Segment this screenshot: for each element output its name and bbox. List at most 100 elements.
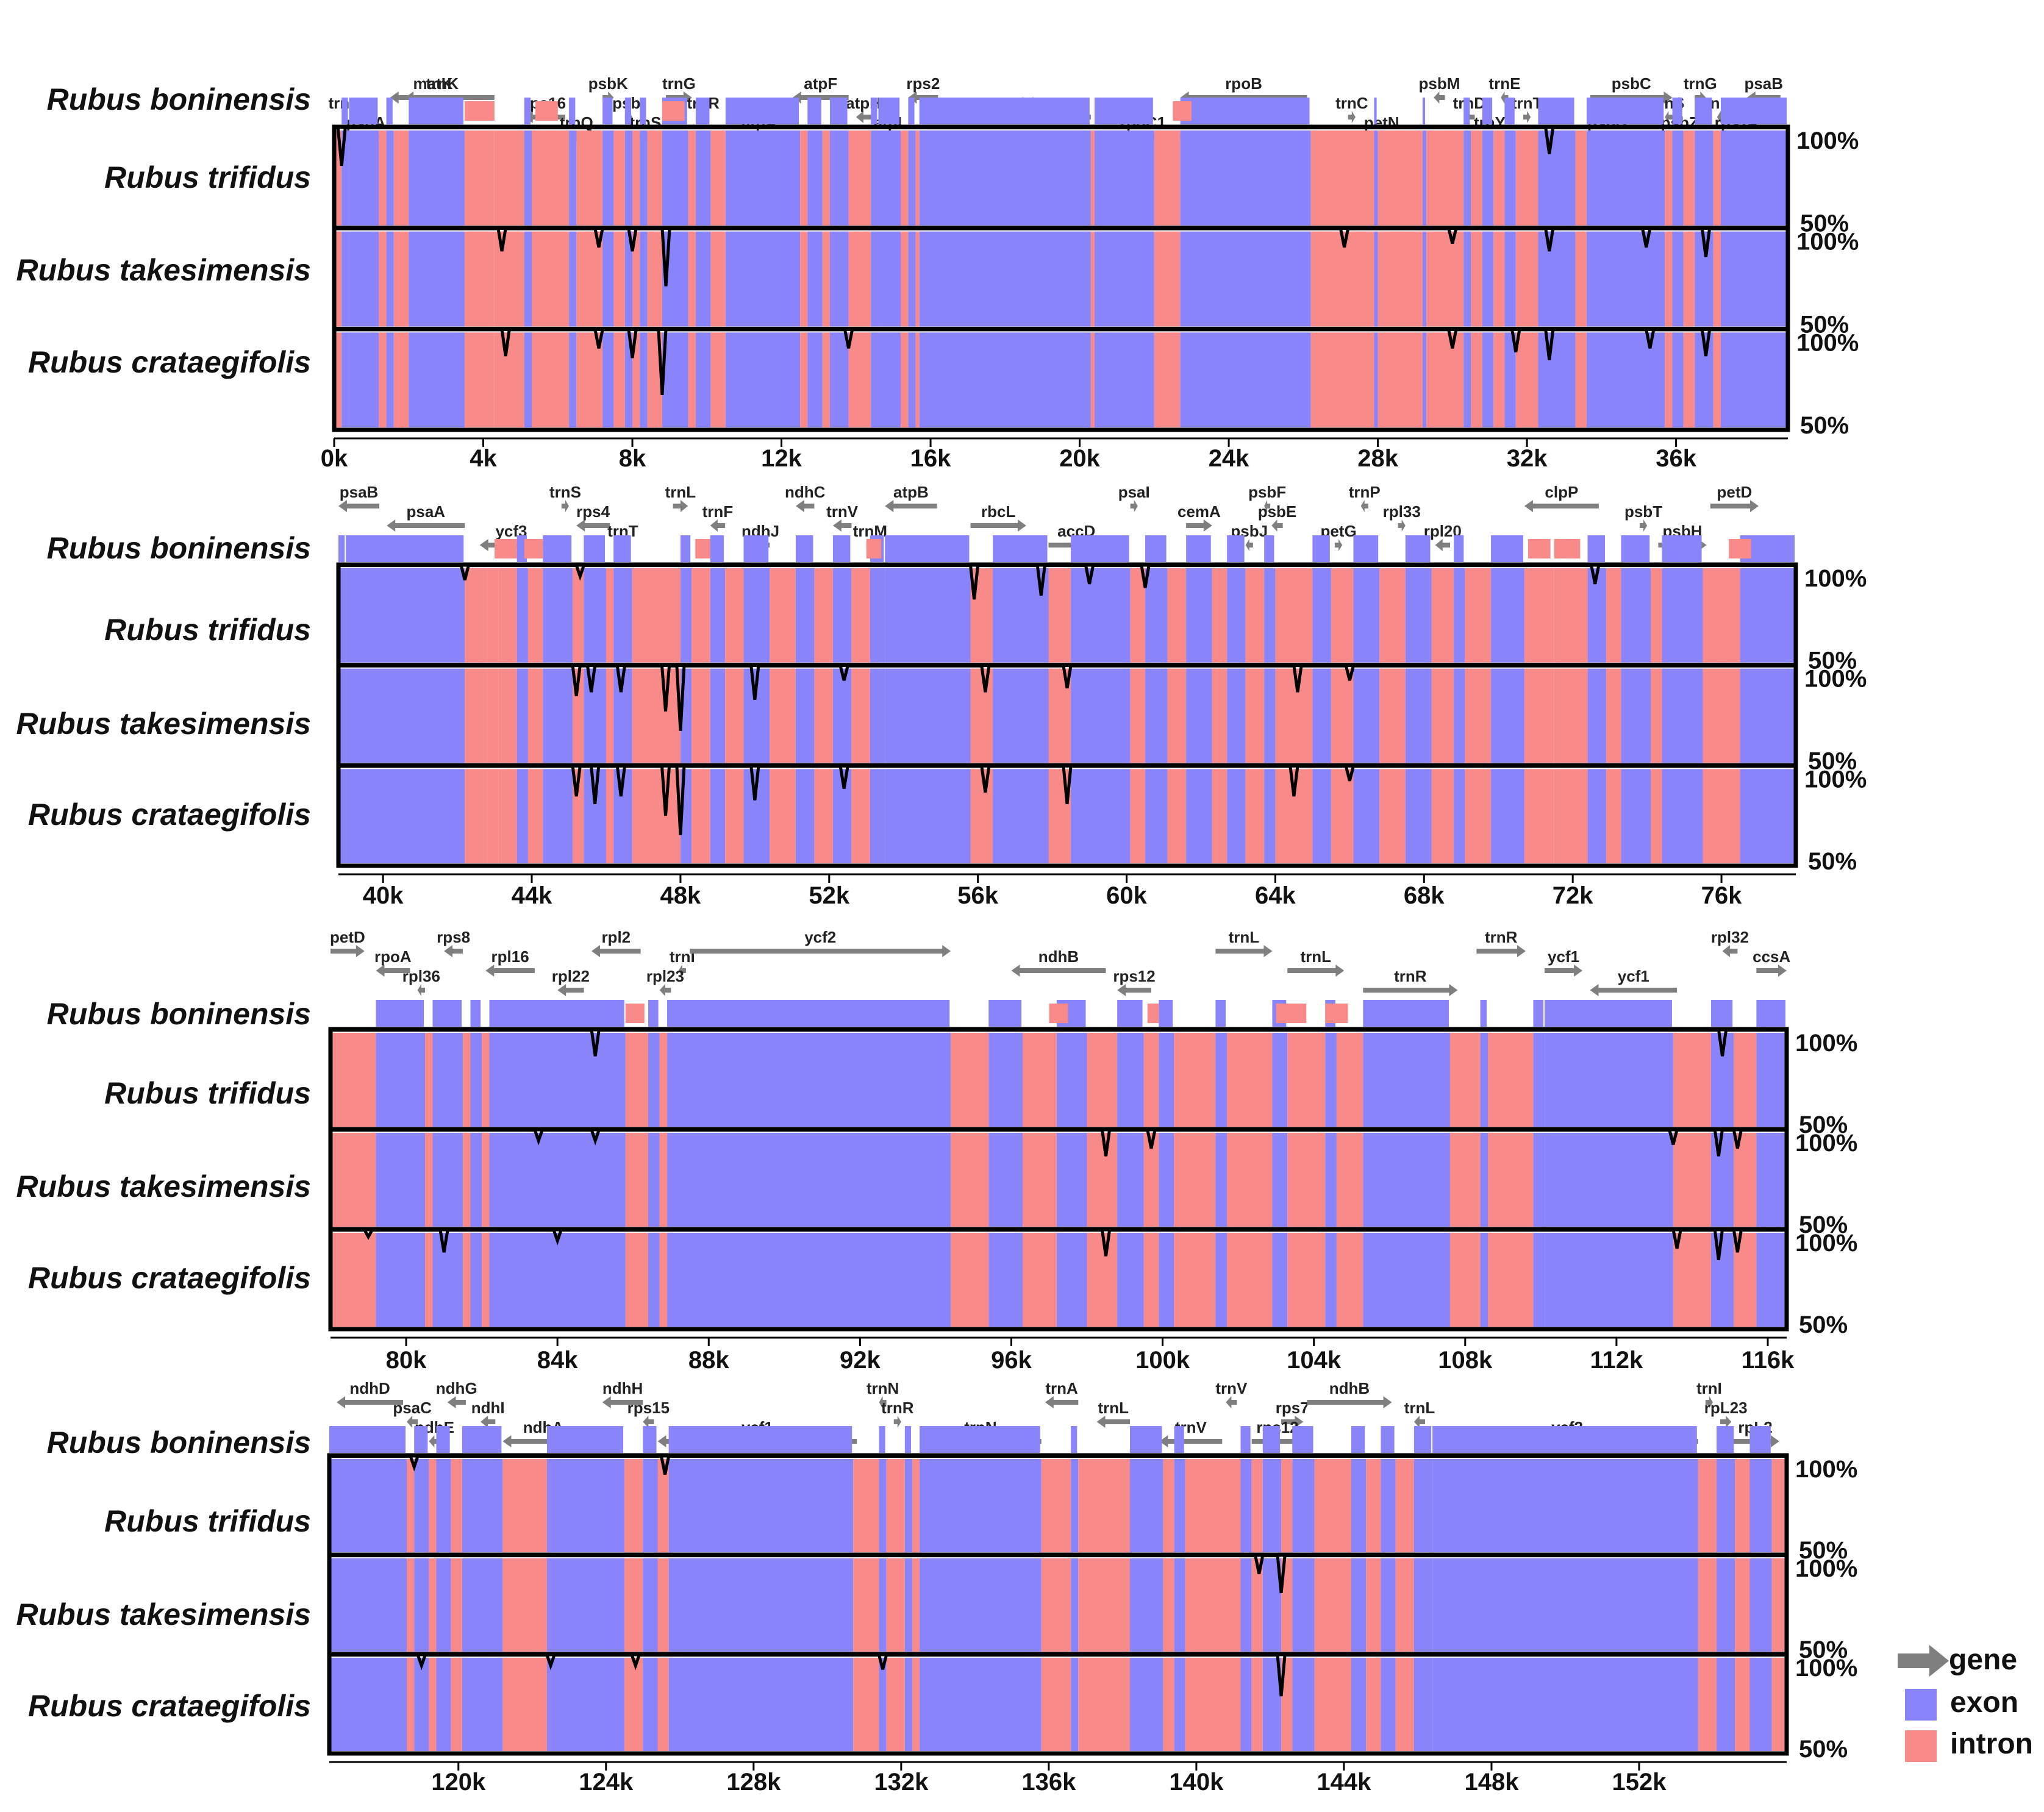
intron-block (1310, 332, 1374, 427)
intron-block (1395, 1658, 1414, 1751)
exon-block (1071, 1459, 1079, 1552)
gene-label: trnI (1696, 1379, 1722, 1397)
identity-curve (334, 227, 1788, 287)
exon-block (1586, 130, 1665, 226)
intron-block (1713, 231, 1721, 327)
annotation-exon (710, 535, 724, 562)
intron-block (1090, 130, 1095, 226)
intron-block (1487, 1033, 1534, 1127)
exon-block (624, 332, 633, 427)
intron-block (1048, 568, 1071, 663)
gene-label: ndhB (1329, 1379, 1370, 1397)
exon-block (543, 568, 573, 663)
exon-block (1095, 231, 1154, 327)
intron-block (379, 130, 387, 226)
panel-1: Rubus boninensis Rubus trifidus Rubus take… (16, 74, 1859, 472)
exon-block (920, 1459, 1042, 1552)
intron-block (1331, 568, 1354, 663)
intron-block (482, 1233, 490, 1327)
exon-block (349, 231, 379, 327)
gene-label: rps15 (627, 1399, 670, 1417)
exon-block (1432, 1658, 1698, 1751)
annotation-exon (1621, 535, 1650, 562)
gene-arrow-icon (710, 519, 726, 532)
annotation-exon (743, 535, 769, 562)
exon-block (1292, 1459, 1315, 1552)
x-tick-label: 124k (579, 1769, 634, 1796)
exon-block (1422, 231, 1427, 327)
intron-block (464, 130, 495, 226)
gene-label: psbE (1258, 502, 1297, 521)
y-tick-label: 50% (1808, 647, 1857, 674)
intron-block (331, 1033, 376, 1127)
annotation-intron (695, 539, 710, 558)
legend-exon-swatch (1905, 1689, 1937, 1721)
annotation-exon (1363, 1000, 1449, 1027)
exon-block (1071, 1658, 1079, 1751)
exon-block (346, 769, 465, 863)
exon-block (1095, 332, 1154, 427)
intron-block (379, 332, 387, 427)
exon-block (1381, 1658, 1396, 1751)
exon-block (376, 1233, 426, 1327)
annotation-exon (1504, 98, 1515, 124)
exon-block (376, 1133, 426, 1227)
exon-block (668, 1558, 854, 1652)
gene-arrow-icon (481, 1416, 496, 1428)
intron-block (463, 1133, 471, 1227)
intron-block (1651, 769, 1662, 863)
exon-block (1325, 1133, 1337, 1227)
exon-block (1215, 1233, 1227, 1327)
intron-block (1143, 1033, 1159, 1127)
intron-block (1698, 1658, 1717, 1751)
gene-label: ndhG (436, 1379, 477, 1397)
intron-block (1515, 332, 1538, 427)
intron-block (1167, 769, 1187, 863)
intron-block (1431, 668, 1454, 763)
intron-block (915, 130, 920, 226)
x-tick-label: 136k (1021, 1769, 1076, 1796)
exon-block (648, 1033, 660, 1127)
x-tick-label: 60k (1106, 882, 1147, 909)
intron-block (527, 568, 543, 663)
annotation-exon (1432, 1426, 1697, 1453)
intron-block (1735, 1558, 1750, 1652)
intron-block (1717, 568, 1740, 663)
exon-block (1374, 231, 1378, 327)
exon-block (832, 668, 852, 763)
exon-block (725, 130, 801, 226)
gene-arrow-icon (338, 500, 380, 512)
plot-frame (328, 1027, 1789, 1332)
x-tick-label: 72k (1553, 882, 1593, 909)
gene-label: rbcL (981, 502, 1015, 521)
conservation-row (338, 564, 1796, 665)
annotation-exon (602, 98, 613, 124)
exon-block (546, 1558, 625, 1652)
gene-label: trnG (662, 74, 696, 93)
intron-block (970, 668, 993, 763)
exon-block (667, 1233, 951, 1327)
annotation-exon (613, 535, 631, 562)
intron-block (487, 568, 499, 663)
exon-block (1533, 1133, 1545, 1227)
exon-block (1545, 1033, 1673, 1127)
gene-label: rpoB (1225, 74, 1262, 93)
species-label: Rubus trifidus (104, 1504, 311, 1538)
exon-block (1374, 130, 1378, 226)
gene-arrow-icon (485, 965, 535, 977)
gene-arrow-icon (1045, 1396, 1079, 1408)
intron-block (1130, 668, 1146, 763)
intron-block (814, 668, 833, 763)
intron-block (1487, 1133, 1534, 1227)
intron-block (1023, 1233, 1057, 1327)
x-tick-label: 112k (1590, 1347, 1643, 1374)
annotation-exon (1071, 1426, 1077, 1453)
gene-label: psbF (1248, 483, 1286, 501)
exon-block (1463, 130, 1471, 226)
intron-block (1078, 1558, 1130, 1652)
annotation-exon (1353, 535, 1379, 562)
exon-block (1240, 1658, 1252, 1751)
x-tick-label: 120k (431, 1769, 486, 1796)
exon-block (569, 231, 577, 327)
intron-block (1167, 568, 1187, 663)
